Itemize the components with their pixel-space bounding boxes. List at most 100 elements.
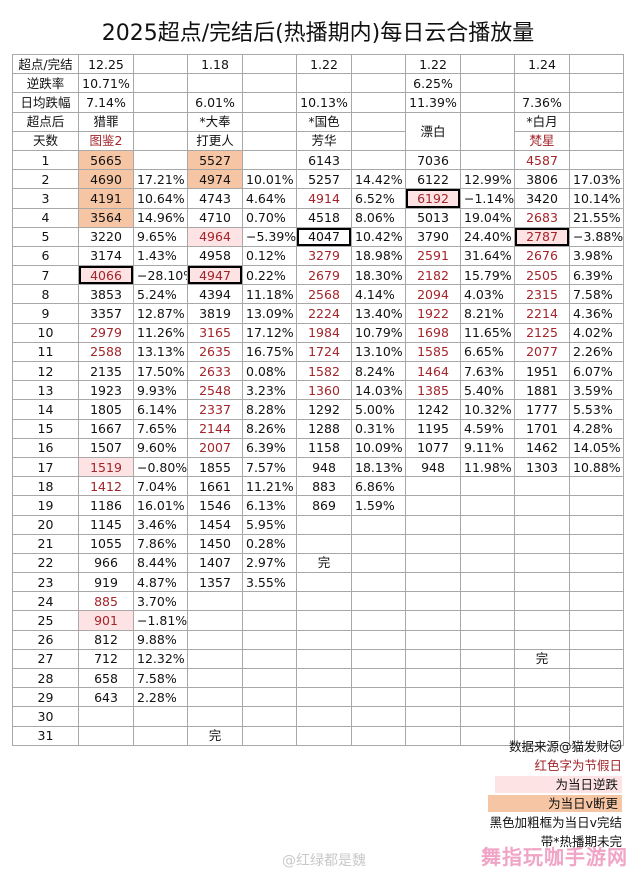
value-cell: 4066: [78, 265, 134, 286]
value-cell: 1407: [187, 552, 243, 574]
day-number: 9: [12, 303, 79, 324]
value-cell: 2144: [187, 418, 243, 439]
drop-pct-cell: [569, 552, 624, 574]
drop-pct-cell: [460, 533, 515, 554]
value-cell: [296, 667, 352, 689]
row-label: 日均跌幅: [12, 92, 79, 113]
show-name: 猎罪: [78, 111, 134, 132]
value-cell: 5665: [78, 149, 134, 171]
drop-pct-cell: 18.13%: [351, 456, 406, 478]
header-row-date: 超点/完结 12.25 1.18 1.22 1.22 1.24: [12, 53, 624, 75]
legend-vgap-label: 为当日v断更: [488, 795, 622, 812]
drop-pct-cell: 6.65%: [460, 341, 515, 363]
value-cell: 883: [296, 476, 352, 497]
reverse-rate: 6.25%: [405, 73, 461, 94]
drop-pct-cell: 3.59%: [569, 380, 624, 401]
value-cell: 1462: [514, 437, 570, 458]
drop-pct-cell: 31.64%: [460, 245, 515, 267]
value-cell: [514, 495, 570, 516]
day-number: 14: [12, 399, 79, 420]
value-cell: 712: [78, 648, 134, 670]
value-cell: 6143: [296, 149, 352, 171]
day-number: 21: [12, 533, 79, 554]
drop-pct-cell: 5.00%: [351, 399, 406, 420]
drop-pct-cell: [351, 629, 406, 650]
drop-pct-cell: 14.03%: [351, 380, 406, 401]
drop-pct-cell: 8.44%: [133, 552, 188, 574]
legend-bold-box: 黑色加粗框为当日v完结: [489, 815, 622, 830]
table-row: 19 1186 16.01% 1546 6.13% 869 1.59%: [12, 495, 624, 516]
value-cell: 4047: [296, 226, 352, 247]
value-cell: 1724: [296, 341, 352, 363]
value-cell: 3790: [405, 226, 461, 247]
value-cell: 3806: [514, 169, 570, 190]
day-number: 3: [12, 188, 79, 209]
table-row: 18 1412 7.04% 1661 11.21% 883 6.86%: [12, 476, 624, 497]
day-number: 23: [12, 572, 79, 593]
drop-pct-cell: [569, 667, 624, 689]
drop-pct-cell: 17.12%: [242, 322, 297, 343]
value-cell: 1303: [514, 456, 570, 478]
drop-pct-cell: [460, 667, 515, 689]
table-row: 16 1507 9.60% 2007 6.39% 1158 10.09% 1077 9.11% 1…: [12, 437, 624, 458]
value-cell: [405, 687, 461, 708]
legend-reverse: 为当日逆跌: [422, 776, 622, 795]
value-cell: 1585: [405, 341, 461, 363]
header-row-avg-drop: 日均跌幅 7.14% 6.01% 10.13% 11.39% 7.36%: [12, 92, 624, 113]
drop-pct-cell: 0.70%: [242, 207, 297, 228]
value-cell: [514, 610, 570, 631]
drop-pct-cell: [351, 667, 406, 689]
value-cell: [405, 610, 461, 631]
value-cell: 1186: [78, 495, 134, 516]
drop-pct-cell: 16.01%: [133, 495, 188, 516]
value-cell: 4958: [187, 245, 243, 267]
value-cell: 3174: [78, 245, 134, 267]
drop-pct-cell: [242, 667, 297, 689]
drop-pct-cell: 14.42%: [351, 169, 406, 190]
value-cell: [187, 648, 243, 670]
drop-pct-cell: 8.24%: [351, 360, 406, 382]
value-cell: 2094: [405, 284, 461, 305]
drop-pct-cell: 9.93%: [133, 380, 188, 401]
show-name: 梵星: [514, 130, 570, 151]
value-cell: 5013: [405, 207, 461, 228]
day-number: 20: [12, 514, 79, 535]
drop-pct-cell: 14.05%: [569, 437, 624, 458]
drop-pct-cell: 2.28%: [133, 687, 188, 708]
value-cell: 2315: [514, 284, 570, 305]
drop-pct-cell: 0.12%: [242, 245, 297, 267]
drop-pct-cell: 18.30%: [351, 265, 406, 286]
table-row: 30: [12, 706, 624, 727]
table-row: 26 812 9.88%: [12, 629, 624, 650]
drop-pct-cell: 6.39%: [569, 265, 624, 286]
drop-pct-cell: [569, 706, 624, 727]
value-cell: 5527: [187, 149, 243, 171]
drop-pct-cell: [569, 533, 624, 554]
show-date: 1.24: [514, 53, 570, 75]
legend-holiday: 红色字为节假日: [534, 758, 622, 773]
value-cell: [78, 725, 134, 746]
table-row: 25 901 −1.81%: [12, 610, 624, 631]
table-row: 4 3564 14.96% 4710 0.70% 4518 8.06% 5013 19.04% 2…: [12, 207, 624, 228]
legend-star: 带*热播期未完: [540, 834, 622, 849]
legend-reverse-label: 为当日逆跌: [495, 776, 622, 793]
legend: 数据来源@猫发财🐱 红色字为节假日 为当日逆跌 为当日v断更 黑色加粗框为当日v…: [422, 738, 622, 852]
drop-pct-cell: 17.03%: [569, 169, 624, 190]
value-cell: 3420: [514, 188, 570, 209]
day-number: 17: [12, 456, 79, 478]
drop-pct-cell: [133, 725, 188, 746]
value-cell: [78, 706, 134, 727]
day-number: 10: [12, 322, 79, 343]
drop-pct-cell: [569, 149, 624, 171]
table-row: 14 1805 6.14% 2337 8.28% 1292 5.00% 1242 10.32% 1…: [12, 399, 624, 420]
avg-drop: 7.36%: [514, 92, 570, 113]
value-cell: 7036: [405, 149, 461, 171]
value-cell: 完: [514, 648, 570, 670]
value-cell: [514, 667, 570, 689]
drop-pct-cell: 9.11%: [460, 437, 515, 458]
value-cell: [405, 591, 461, 612]
value-cell: 2568: [296, 284, 352, 305]
day-number: 31: [12, 725, 79, 746]
value-cell: [296, 572, 352, 593]
drop-pct-cell: 2.97%: [242, 552, 297, 574]
